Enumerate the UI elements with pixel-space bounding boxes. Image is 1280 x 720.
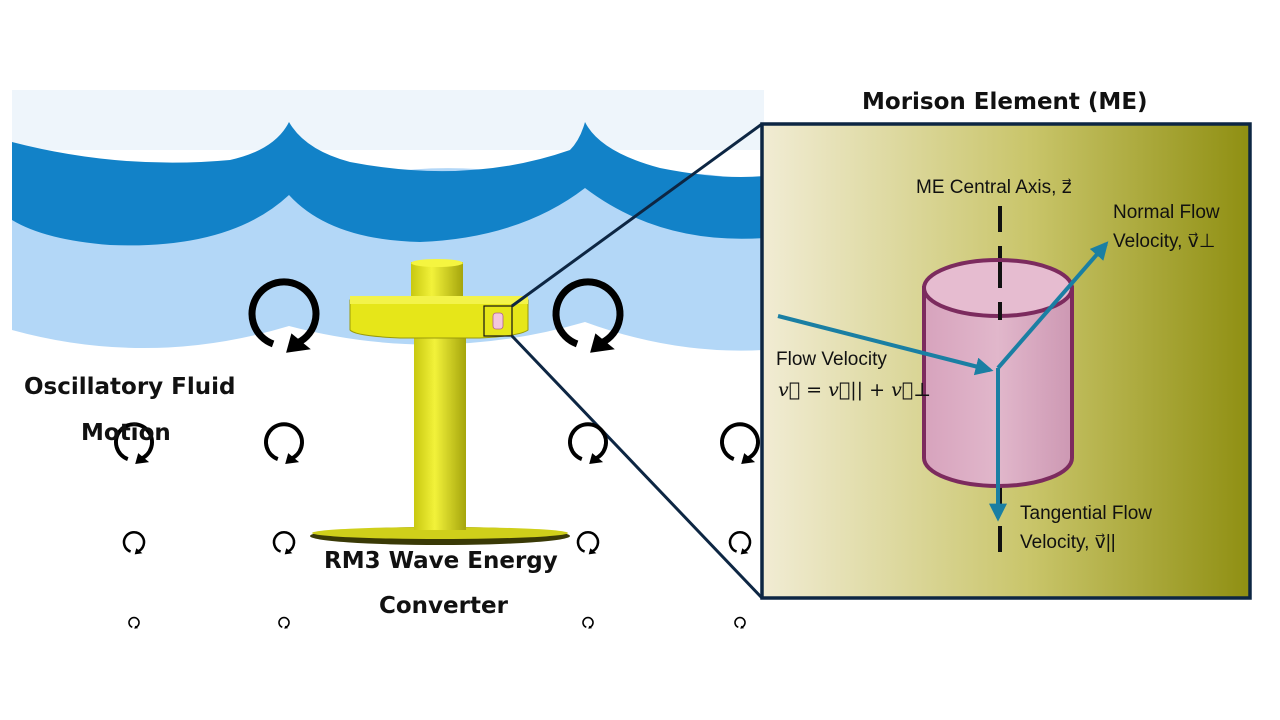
panel-title: Morison Element (ME) [862,89,1148,115]
rotation-arrow-icon [552,278,624,353]
rotation-arrow-icon [264,422,304,464]
rotation-arrow-icon [122,530,146,555]
zoom-line-bottom [510,334,764,600]
ocean [12,90,764,351]
zoom-line-top [511,122,763,308]
rotation-arrow-icon [272,530,296,555]
rotation-icons [114,278,760,629]
rotation-arrow-icon [568,422,608,464]
rotation-arrow-icon [128,616,140,629]
device-label-line1: RM3 Wave Energy [324,548,558,574]
rotation-arrow-icon [576,530,600,555]
normal-label-line2: Velocity, v⃗⊥ [1113,231,1216,252]
spar-top-cap [411,259,463,267]
rotation-arrow-icon [734,616,746,629]
oscillatory-label-line2: Motion [81,420,171,446]
wave-dark-band [12,122,764,246]
rm3-device [310,259,570,545]
float-top [350,296,528,304]
water-top-light [12,90,764,150]
rotation-arrow-icon [728,530,752,555]
zoom-box [483,305,513,337]
rotation-arrow-icon [582,616,594,629]
rotation-arrow-icon [278,616,290,629]
oscillatory-label-line1: Oscillatory Fluid [24,374,236,400]
flow-velocity-arrow [777,314,994,376]
flow-label-line2: v⃗ = v⃗|| + v⃗⊥ [778,379,932,401]
morison-panel [760,122,1252,600]
zoom-lines [510,122,764,600]
rotation-arrow-icon [720,422,760,464]
rotation-arrow-icon [114,422,154,464]
small-cylinder [492,312,504,330]
normal-velocity-arrow [996,241,1109,370]
normal-label-line1: Normal Flow [1113,202,1220,223]
device-label-line2: Converter [379,593,508,619]
heave-plate-top [312,527,568,539]
axis-label: ME Central Axis, z⃗ [916,177,1072,198]
flow-label-line1: Flow Velocity [776,349,887,370]
tangential-label-line2: Velocity, v⃗|| [1020,532,1116,553]
rotation-arrow-icon [248,278,320,353]
spar-column [414,330,466,530]
tangential-label-line1: Tangential Flow [1020,503,1153,524]
